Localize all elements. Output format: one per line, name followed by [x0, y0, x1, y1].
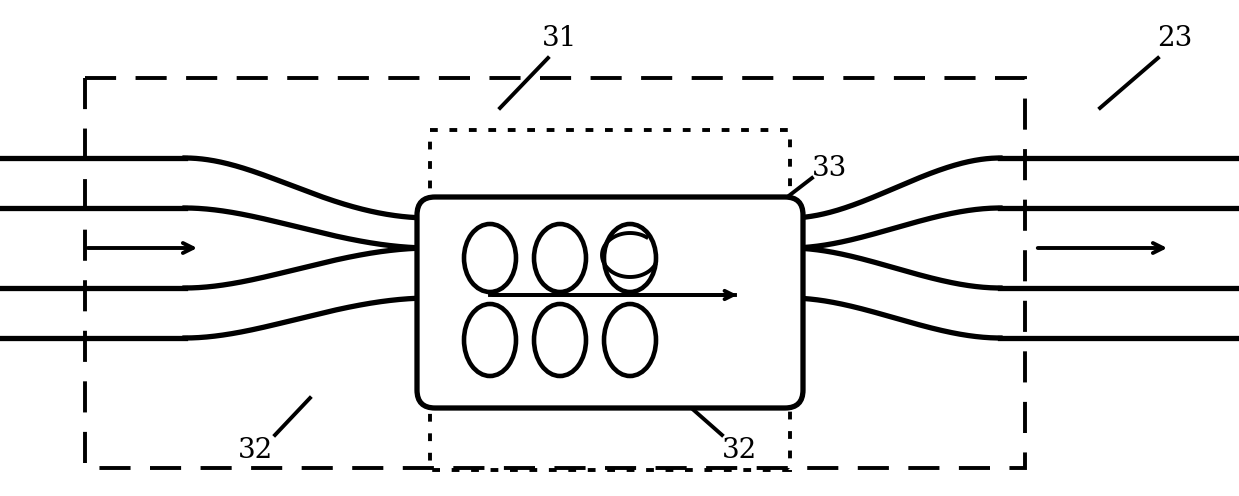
Ellipse shape — [534, 224, 586, 292]
Ellipse shape — [603, 224, 655, 292]
Ellipse shape — [534, 304, 586, 376]
Ellipse shape — [463, 224, 515, 292]
Text: 31: 31 — [543, 24, 577, 52]
Text: 32: 32 — [722, 436, 757, 463]
Ellipse shape — [463, 304, 515, 376]
Text: 33: 33 — [813, 154, 847, 182]
Ellipse shape — [603, 304, 655, 376]
Text: 32: 32 — [238, 436, 273, 463]
Text: 23: 23 — [1157, 24, 1193, 52]
Bar — [430, 130, 790, 470]
FancyBboxPatch shape — [418, 197, 803, 408]
Bar — [85, 78, 1025, 468]
